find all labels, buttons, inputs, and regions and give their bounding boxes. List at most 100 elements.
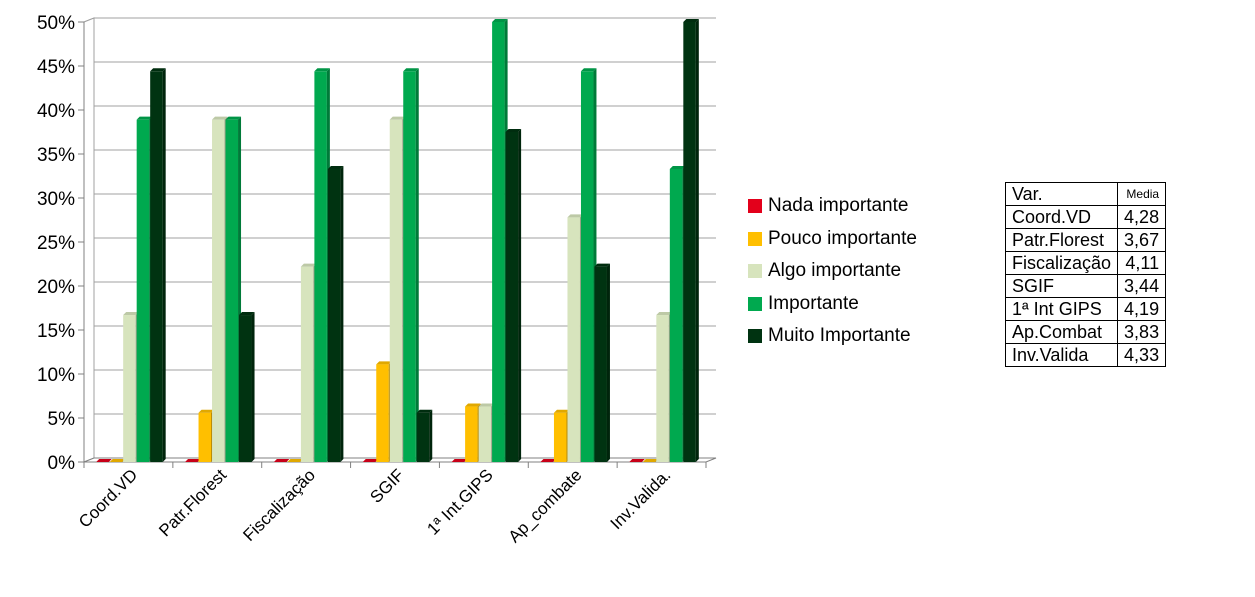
bar-top bbox=[465, 403, 481, 407]
legend-swatch bbox=[748, 329, 762, 344]
bar-front bbox=[376, 364, 389, 462]
bar bbox=[150, 68, 166, 462]
bar-front bbox=[465, 406, 478, 462]
legend-item: Algo importante bbox=[748, 255, 998, 288]
bar-front bbox=[553, 412, 567, 462]
bar-front bbox=[239, 315, 252, 462]
bar-top bbox=[553, 409, 570, 413]
legend-swatch bbox=[748, 264, 762, 279]
y-tick-label: 0% bbox=[48, 453, 76, 474]
table-cell-media: 4,28 bbox=[1117, 205, 1167, 229]
bar-front bbox=[403, 71, 416, 462]
bar bbox=[683, 19, 699, 462]
y-tick-label: 20% bbox=[37, 277, 75, 298]
gridline bbox=[83, 17, 716, 23]
bar-top bbox=[629, 459, 645, 462]
legend-item: Muito Importante bbox=[748, 320, 998, 353]
table-row: Ap.Combat 3,83 bbox=[1004, 320, 1167, 344]
table-row: Patr.Florest 3,67 bbox=[1004, 228, 1167, 252]
bar-top bbox=[505, 129, 522, 132]
bar-side bbox=[340, 165, 344, 462]
table-cell-var: Fiscalização bbox=[1004, 251, 1119, 275]
legend-label: Muito Importante bbox=[768, 325, 911, 347]
y-tick-label: 35% bbox=[37, 145, 75, 166]
bar-top bbox=[669, 165, 686, 169]
table-header-media: Media bbox=[1117, 182, 1167, 206]
legend-label: Algo importante bbox=[768, 260, 902, 282]
bar-top bbox=[642, 459, 659, 462]
y-tick-label: 10% bbox=[37, 365, 75, 386]
bar bbox=[580, 68, 597, 462]
table-row: SGIF 3,44 bbox=[1004, 274, 1167, 298]
bar-front bbox=[669, 168, 683, 462]
bar-chart: 0% 5% 10% 15% 20% 25% 30% 35% 40% 45% 50% Coord.VD P… bbox=[37, 13, 717, 546]
table-cell-media: 4,33 bbox=[1117, 343, 1167, 367]
table-row: 1ª Int GIPS 4,19 bbox=[1004, 297, 1167, 321]
bar bbox=[669, 165, 686, 462]
bar bbox=[492, 19, 508, 462]
bar-side bbox=[518, 129, 522, 462]
bar bbox=[389, 116, 406, 463]
bar-front bbox=[327, 168, 341, 462]
bar-top bbox=[300, 263, 317, 267]
x-tick-label: 1ª Int.GIPS bbox=[423, 465, 496, 538]
bar-top bbox=[580, 68, 597, 72]
table-cell-media: 4,11 bbox=[1117, 251, 1167, 275]
table-row: Coord.VD 4,28 bbox=[1004, 205, 1167, 229]
bar-front bbox=[212, 119, 225, 463]
x-tick-label: Fiscalização bbox=[239, 465, 319, 545]
y-tick-label: 45% bbox=[37, 57, 75, 78]
bar-side bbox=[415, 68, 419, 462]
bar bbox=[212, 116, 228, 463]
table-header-row: Var. Media bbox=[1004, 182, 1167, 206]
x-tick-label: Inv.Valida. bbox=[607, 465, 675, 533]
bar bbox=[109, 459, 126, 462]
bar-top bbox=[150, 68, 166, 72]
bar-side bbox=[695, 19, 699, 462]
bar bbox=[327, 165, 344, 462]
bar-front bbox=[567, 217, 580, 462]
bar-front bbox=[492, 22, 505, 462]
bar-top bbox=[376, 361, 392, 365]
bar-front bbox=[683, 22, 696, 462]
bar-front bbox=[300, 266, 314, 462]
y-tick-label: 40% bbox=[37, 101, 75, 122]
table-row: Inv.Valida 4,33 bbox=[1004, 343, 1167, 367]
table-header-var: Var. bbox=[1004, 182, 1119, 206]
bar-front bbox=[150, 71, 163, 462]
bar bbox=[300, 263, 317, 462]
bar bbox=[594, 263, 610, 462]
bar-top bbox=[314, 68, 330, 72]
legend: Nada importante Pouco importante Algo impo… bbox=[748, 190, 998, 353]
legend-label: Pouco importante bbox=[768, 227, 917, 249]
bar-front bbox=[225, 119, 239, 463]
bar bbox=[629, 459, 645, 462]
bar-top bbox=[185, 459, 201, 462]
bar bbox=[136, 116, 153, 463]
y-tick-label: 50% bbox=[37, 13, 75, 34]
bar-side bbox=[606, 263, 610, 462]
legend-item: Nada importante bbox=[748, 190, 998, 223]
bar bbox=[376, 361, 392, 462]
bar bbox=[656, 312, 672, 462]
side-wall bbox=[83, 17, 95, 463]
bar-top bbox=[327, 165, 344, 169]
bar bbox=[403, 68, 419, 462]
bar bbox=[225, 116, 242, 463]
bar-side bbox=[429, 409, 433, 462]
gridline bbox=[83, 105, 716, 111]
legend-item: Importante bbox=[748, 288, 998, 321]
table-cell-media: 3,67 bbox=[1117, 228, 1167, 252]
bar-top bbox=[683, 19, 699, 22]
bar bbox=[96, 459, 112, 462]
bar-top bbox=[198, 409, 215, 413]
y-tick-label: 15% bbox=[37, 321, 75, 342]
bar-top bbox=[478, 403, 495, 407]
bar-front bbox=[198, 412, 212, 462]
bar bbox=[362, 459, 379, 462]
bar-top bbox=[656, 312, 672, 316]
gridline bbox=[83, 61, 716, 67]
bar-front bbox=[123, 315, 136, 462]
bar-front bbox=[505, 132, 519, 462]
y-tick-label: 30% bbox=[37, 189, 75, 210]
